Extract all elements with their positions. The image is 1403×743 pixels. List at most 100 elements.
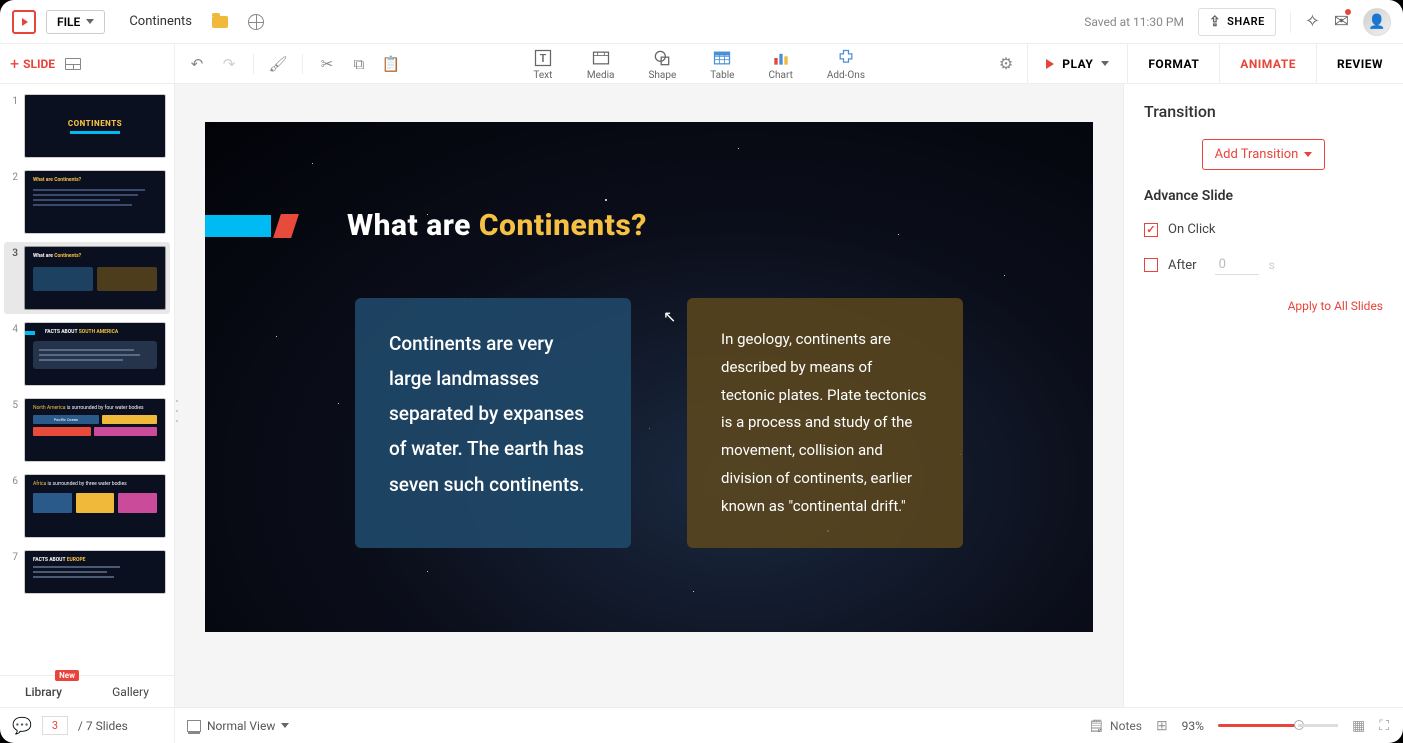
shape-icon xyxy=(652,48,672,68)
tab-animate[interactable]: ANIMATE xyxy=(1219,44,1316,83)
format-painter-icon[interactable]: 🖌 xyxy=(266,52,290,76)
tab-format[interactable]: FORMAT xyxy=(1127,44,1219,83)
slide-title-highlight: Continents? xyxy=(479,208,647,243)
file-menu-label: FILE xyxy=(57,15,80,29)
notes-icon: 🗒 xyxy=(1089,719,1104,733)
play-icon xyxy=(1046,59,1054,69)
add-transition-button[interactable]: Add Transition xyxy=(1202,139,1326,170)
tab-format-label: FORMAT xyxy=(1148,57,1199,71)
thumbnails-list[interactable]: 1 CONTINENTS 2 What are Continents? 3 Wh… xyxy=(0,84,174,675)
thumb-preview: What are Continents? xyxy=(24,246,166,310)
cut-icon[interactable]: ✂ xyxy=(315,52,339,76)
insert-media-label: Media xyxy=(587,70,615,81)
thumbnail-5[interactable]: 5 North America is surrounded by four wa… xyxy=(8,398,166,462)
table-icon xyxy=(712,48,732,68)
insert-text-button[interactable]: T Text xyxy=(533,48,553,81)
library-label: Library xyxy=(25,685,62,699)
text-icon: T xyxy=(533,48,553,68)
menubar-right: Saved at 11:30 PM ⇪ SHARE ✧ ✉ 👤 xyxy=(1084,8,1391,36)
tab-animate-label: ANIMATE xyxy=(1240,57,1296,71)
insert-text-label: Text xyxy=(533,70,552,81)
share-button[interactable]: ⇪ SHARE xyxy=(1198,8,1276,36)
main-area: 1 CONTINENTS 2 What are Continents? 3 Wh… xyxy=(0,84,1403,707)
library-tab[interactable]: Library New xyxy=(0,676,87,707)
thumbnail-6[interactable]: 6 Africa is surrounded by three water bo… xyxy=(8,474,166,538)
thumbnails-column: 1 CONTINENTS 2 What are Continents? 3 Wh… xyxy=(0,84,175,707)
tab-review[interactable]: REVIEW xyxy=(1316,44,1403,83)
separator xyxy=(302,54,303,74)
share-icon: ⇪ xyxy=(1209,14,1221,30)
thumb-preview: North America is surrounded by four wate… xyxy=(24,398,166,462)
notes-button[interactable]: 🗒 Notes xyxy=(1089,719,1142,733)
chevron-down-icon xyxy=(1304,152,1312,157)
insert-addons-button[interactable]: Add-Ons xyxy=(827,48,865,81)
insert-shape-button[interactable]: Shape xyxy=(648,48,676,81)
user-avatar[interactable]: 👤 xyxy=(1363,8,1391,36)
copy-icon[interactable]: ⧉ xyxy=(347,52,371,76)
play-button[interactable]: PLAY xyxy=(1027,44,1127,83)
thumb-number: 1 xyxy=(8,94,18,158)
chevron-down-icon xyxy=(86,19,94,24)
layout-icon[interactable] xyxy=(65,58,81,70)
zoom-slider[interactable] xyxy=(1218,724,1338,727)
insert-chart-button[interactable]: Chart xyxy=(768,48,792,81)
paste-icon[interactable]: 📋 xyxy=(379,52,403,76)
chart-icon xyxy=(771,48,791,68)
thumbnail-1[interactable]: 1 CONTINENTS xyxy=(8,94,166,158)
after-unit: s xyxy=(1269,258,1275,272)
thumbnail-3[interactable]: 3 What are Continents? xyxy=(4,242,170,314)
thumbnail-7[interactable]: 7 FACTS ABOUT EUROPE xyxy=(8,550,166,594)
advance-slide-heading: Advance Slide xyxy=(1144,188,1383,204)
after-input[interactable] xyxy=(1215,255,1259,275)
grid-view-icon[interactable]: ▦ xyxy=(1352,718,1365,734)
thumb-number: 6 xyxy=(8,474,18,538)
globe-icon[interactable] xyxy=(248,14,264,30)
content-boxes: Continents are very large landmasses sep… xyxy=(355,298,963,548)
current-slide-input[interactable]: 3 xyxy=(42,716,68,735)
undo-icon[interactable]: ↶ xyxy=(185,52,209,76)
insert-table-label: Table xyxy=(710,70,734,81)
app-logo-icon[interactable] xyxy=(12,10,36,34)
toolbar-right: ⚙ PLAY FORMAT ANIMATE REVIEW xyxy=(985,44,1403,83)
notifications-icon[interactable]: ✉ xyxy=(1334,11,1349,32)
notes-label: Notes xyxy=(1110,719,1142,733)
add-slide-button[interactable]: + SLIDE xyxy=(10,54,55,73)
slide-title[interactable]: What are Continents? xyxy=(347,208,647,243)
after-option[interactable]: After s xyxy=(1144,255,1383,275)
content-box-2[interactable]: In geology, continents are described by … xyxy=(687,298,963,548)
after-checkbox[interactable] xyxy=(1144,258,1158,272)
on-click-option[interactable]: On Click xyxy=(1144,222,1383,237)
gallery-tab[interactable]: Gallery xyxy=(87,676,174,707)
folder-icon[interactable] xyxy=(212,16,228,28)
status-left: 💬 3 / 7 Slides xyxy=(0,708,175,743)
file-menu-button[interactable]: FILE xyxy=(46,10,105,34)
separator xyxy=(253,54,254,74)
settings-icon[interactable]: ⚙ xyxy=(985,54,1027,73)
thumb-preview: What are Continents? xyxy=(24,170,166,234)
appearance-icon[interactable]: ✧ xyxy=(1305,11,1320,32)
panel-grip-icon[interactable] xyxy=(175,396,180,426)
zoom-percent[interactable]: 93% xyxy=(1182,719,1204,733)
svg-text:T: T xyxy=(540,52,547,65)
fit-icon[interactable]: ⊞ xyxy=(1156,718,1168,734)
thumbnail-4[interactable]: 4 FACTS ABOUT SOUTH AMERICA xyxy=(8,322,166,386)
content-box-1[interactable]: Continents are very large landmasses sep… xyxy=(355,298,631,548)
insert-table-button[interactable]: Table xyxy=(710,48,734,81)
thumb-number: 4 xyxy=(8,322,18,386)
fullscreen-icon[interactable]: ⛶ xyxy=(1379,718,1389,734)
thumbnail-2[interactable]: 2 What are Continents? xyxy=(8,170,166,234)
apply-to-all-button[interactable]: Apply to All Slides xyxy=(1144,299,1383,313)
redo-icon[interactable]: ↷ xyxy=(217,52,241,76)
on-click-checkbox[interactable] xyxy=(1144,223,1158,237)
media-icon xyxy=(591,48,611,68)
slide-header: What are Continents? xyxy=(205,208,647,243)
slide-canvas[interactable]: What are Continents? Continents are very… xyxy=(205,122,1093,632)
canvas-area[interactable]: What are Continents? Continents are very… xyxy=(175,84,1123,707)
comments-icon[interactable]: 💬 xyxy=(12,716,32,735)
insert-media-button[interactable]: Media xyxy=(587,48,615,81)
view-mode-selector[interactable]: Normal View xyxy=(187,719,289,733)
add-slide-label: SLIDE xyxy=(23,57,55,71)
toolbar-tools: ↶ ↷ 🖌 ✂ ⧉ 📋 xyxy=(175,44,413,83)
document-title[interactable]: Continents xyxy=(129,14,192,29)
chevron-down-icon xyxy=(281,723,289,728)
